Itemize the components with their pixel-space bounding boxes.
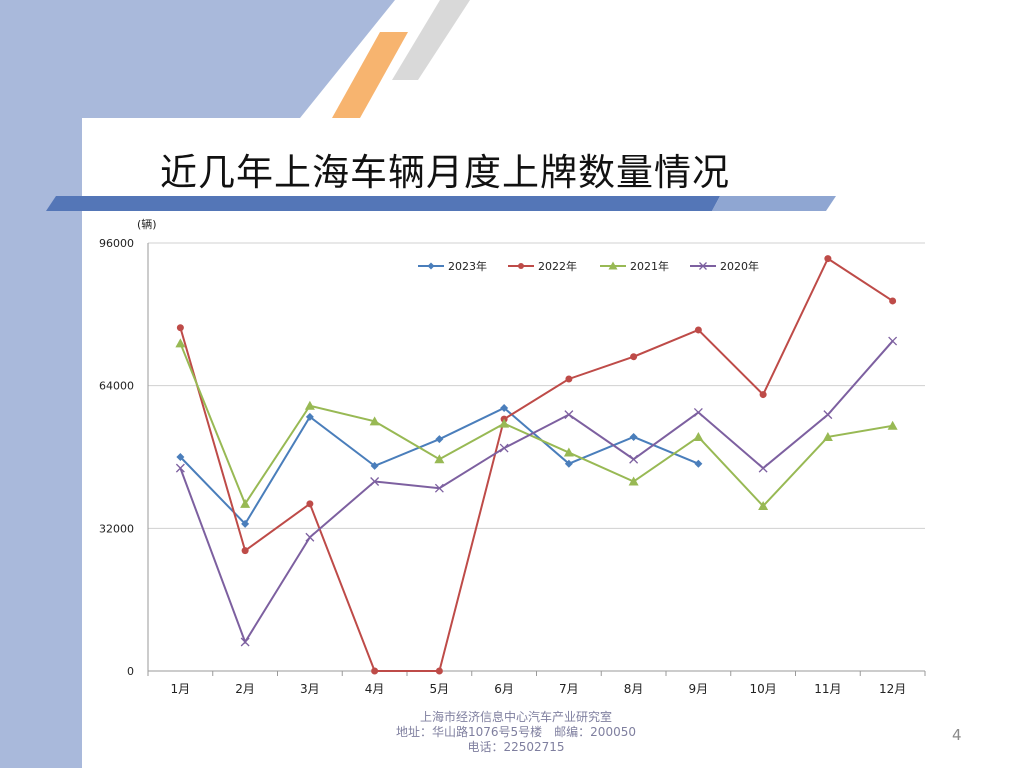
x-tick-label: 12月	[879, 682, 906, 696]
y-tick-label: 32000	[99, 522, 134, 535]
point-marker	[240, 637, 250, 647]
point-marker	[693, 431, 704, 441]
point-marker	[176, 324, 184, 332]
legend-label: 2022年	[538, 259, 577, 273]
point-marker	[435, 435, 444, 444]
point-marker	[563, 447, 574, 457]
x-tick-label: 3月	[300, 682, 320, 696]
point-marker	[887, 420, 898, 430]
point-marker	[564, 410, 574, 420]
point-marker	[608, 261, 618, 270]
point-marker	[241, 547, 249, 555]
x-tick-label: 8月	[624, 682, 644, 696]
point-marker	[370, 461, 379, 470]
point-marker	[822, 431, 833, 441]
series-line	[179, 342, 893, 508]
point-marker	[499, 443, 509, 453]
point-marker	[629, 454, 639, 464]
x-tick-label: 11月	[814, 682, 841, 696]
content-panel	[82, 118, 1024, 768]
series-2023年	[176, 403, 703, 528]
point-marker	[564, 459, 573, 468]
x-tick-label: 6月	[494, 682, 514, 696]
point-marker	[427, 262, 435, 270]
point-marker	[435, 667, 443, 675]
series-line	[179, 406, 699, 526]
point-marker	[304, 400, 315, 410]
point-marker	[888, 336, 898, 346]
series-2020年	[175, 336, 898, 647]
point-marker	[500, 403, 509, 412]
point-marker	[699, 262, 707, 270]
point-marker	[305, 532, 315, 542]
point-marker	[823, 410, 833, 420]
legend-item: 2020年	[690, 259, 759, 273]
point-marker	[759, 391, 767, 399]
point-marker	[630, 353, 638, 361]
chart-axes: 0 32000 64000 96000 1月 2月 3月 4月 5月 6月 7月 8月 9月 10月 11月…	[99, 237, 926, 696]
legend-item: 2022年	[508, 259, 577, 273]
point-marker	[434, 483, 444, 493]
x-tick-label: 2月	[235, 682, 255, 696]
point-marker	[565, 375, 573, 383]
point-marker	[434, 454, 445, 464]
point-marker	[369, 416, 380, 426]
slide-title: 近几年上海车辆月度上牌数量情况	[160, 151, 730, 194]
point-marker	[240, 498, 251, 508]
legend-item: 2023年	[418, 259, 487, 273]
top-stripe	[0, 0, 395, 118]
orange-accent	[332, 32, 408, 118]
point-marker	[175, 463, 185, 473]
point-marker	[499, 418, 510, 428]
legend-label: 2020年	[720, 259, 759, 273]
point-marker	[306, 500, 314, 508]
legend-label: 2023年	[448, 259, 487, 273]
point-marker	[694, 326, 702, 334]
point-marker	[694, 459, 703, 468]
point-marker	[628, 476, 639, 486]
y-tick-label: 0	[127, 665, 134, 678]
point-marker	[629, 432, 638, 441]
footer-line3: 电话：22502715	[467, 740, 565, 754]
point-marker	[518, 263, 524, 269]
chart-legend: 2023年 2022年 2021年 2020年	[418, 259, 759, 273]
point-marker	[889, 297, 897, 305]
point-marker	[371, 667, 379, 675]
footer-line2: 地址：华山路1076号5号楼 邮编：200050	[396, 725, 636, 739]
legend-label: 2021年	[630, 259, 669, 273]
footer-line1: 上海市经济信息中心汽车产业研究室	[419, 710, 612, 724]
point-marker	[305, 412, 314, 421]
legend-item: 2021年	[600, 259, 669, 273]
y-tick-label: 96000	[99, 237, 134, 250]
y-unit-label: (辆)	[137, 217, 157, 231]
chart-grid	[148, 242, 925, 529]
point-marker	[241, 519, 250, 528]
x-tick-label: 4月	[365, 682, 385, 696]
left-stripe	[0, 0, 82, 768]
footer: 上海市经济信息中心汽车产业研究室 地址：华山路1076号5号楼 邮编：20005…	[386, 710, 646, 755]
x-tick-label: 7月	[559, 682, 579, 696]
series-line	[179, 257, 894, 672]
point-marker	[176, 453, 185, 461]
point-marker	[693, 407, 703, 417]
chart-series	[175, 255, 898, 675]
point-marker	[824, 255, 832, 263]
point-marker	[758, 463, 768, 473]
x-tick-label: 9月	[689, 682, 709, 696]
point-marker	[175, 338, 186, 348]
series-2022年	[176, 255, 897, 675]
point-marker	[758, 501, 769, 511]
y-tick-label: 64000	[99, 380, 134, 393]
point-marker	[370, 477, 380, 486]
gray-accent	[392, 0, 470, 80]
series-line	[179, 340, 894, 645]
x-tick-label: 10月	[749, 682, 776, 696]
x-tick-label: 5月	[430, 682, 450, 696]
x-tick-label: 1月	[171, 682, 191, 696]
series-2021年	[175, 338, 898, 511]
page-number: 4	[952, 726, 962, 744]
